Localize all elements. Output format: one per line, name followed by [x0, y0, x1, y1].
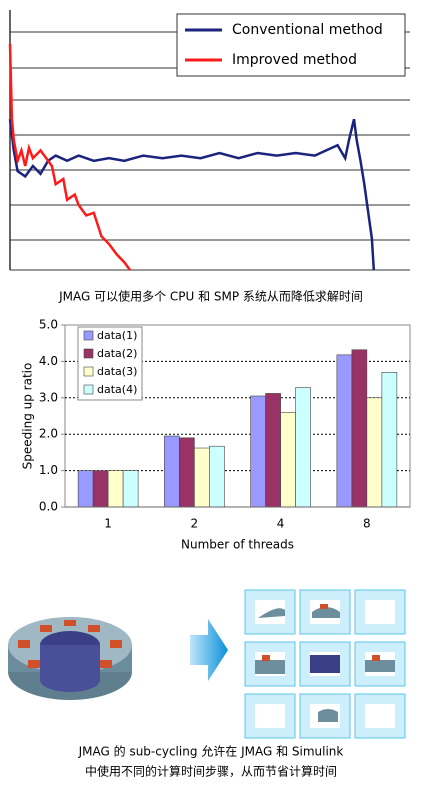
line-series [8, 43, 132, 271]
legend-label: data(3) [97, 365, 137, 378]
bar [366, 397, 383, 508]
bar [77, 470, 94, 508]
y-tick-label: 4.0 [39, 354, 58, 368]
legend-swatch [83, 348, 94, 359]
caption: JMAG 的 sub-cycling 允许在 JMAG 和 Simulink [78, 744, 344, 759]
bar [194, 447, 210, 508]
caption: JMAG 可以使用多个 CPU 和 SMP 系统从而降低求解时间 [58, 289, 363, 304]
bar [265, 393, 281, 508]
bar [351, 349, 368, 508]
legend-label: data(2) [97, 347, 137, 360]
y-tick-label: 3.0 [39, 390, 58, 404]
x-tick-label: 4 [277, 517, 285, 531]
bar [280, 412, 296, 508]
bar [179, 437, 195, 508]
x-axis-label: Number of threads [181, 538, 294, 552]
legend-swatch [83, 330, 94, 341]
bar [295, 387, 311, 508]
illustration [8, 589, 406, 739]
bar [381, 372, 398, 508]
x-tick-label: 2 [191, 517, 199, 531]
y-axis-label: Speeding up ratio [21, 363, 35, 470]
legend-swatch [83, 384, 94, 395]
x-tick-label: 1 [104, 517, 112, 531]
bar [122, 470, 139, 508]
legend-label: Improved method [232, 52, 357, 68]
bar [209, 445, 225, 508]
legend-swatch [83, 366, 94, 377]
bar [107, 470, 124, 508]
y-tick-label: 5.0 [39, 318, 58, 332]
legend-label: data(4) [97, 383, 137, 396]
bar [250, 395, 266, 508]
line-series [8, 118, 376, 271]
bar [92, 470, 109, 508]
line-chart-frame [9, 10, 410, 271]
y-tick-label: 2.0 [39, 427, 58, 441]
x-tick-label: 8 [363, 517, 371, 531]
legend-label: data(1) [97, 329, 137, 342]
caption: 中使用不同的计算时间步骤，从而节省计算时间 [85, 764, 337, 779]
y-tick-label: 0.0 [39, 500, 58, 514]
bar [164, 435, 180, 508]
y-tick-label: 1.0 [39, 463, 58, 477]
bar [336, 354, 353, 508]
legend-label: Conventional method [232, 22, 383, 38]
